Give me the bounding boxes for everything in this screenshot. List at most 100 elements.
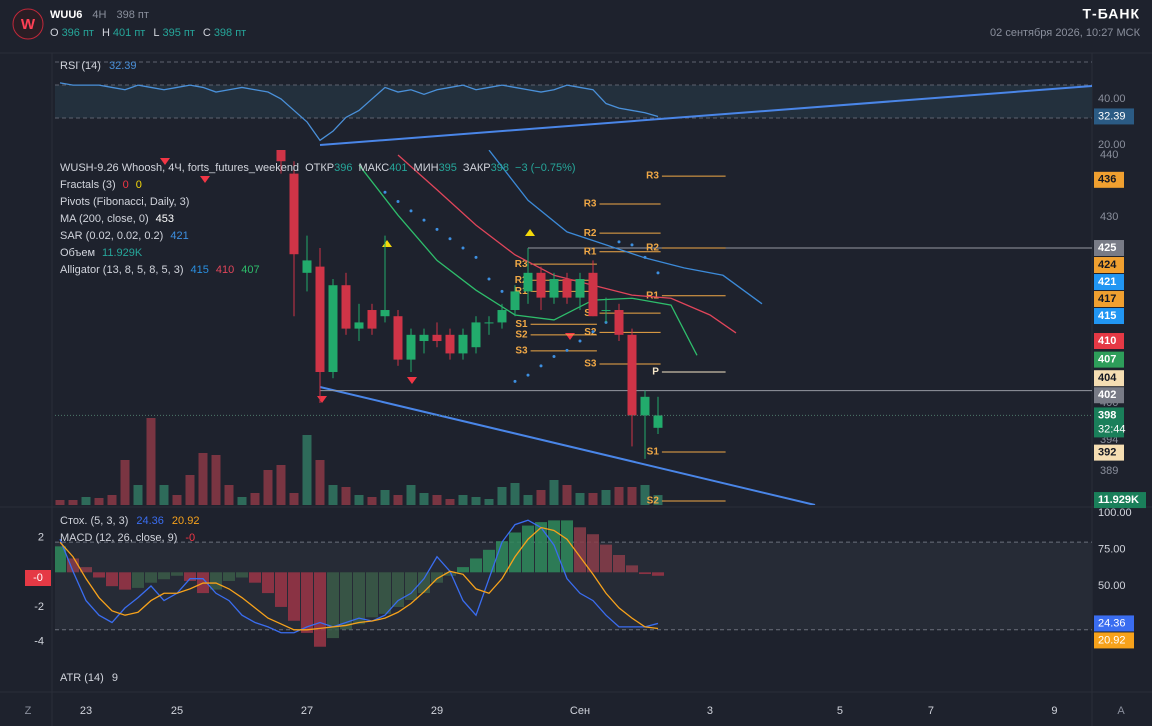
macd-bar: [470, 558, 483, 573]
volume-bar: [588, 493, 598, 505]
logo[interactable]: [12, 8, 44, 40]
volume-bar: [172, 495, 182, 505]
macd-bar: [275, 572, 288, 607]
volume-bar: [393, 495, 403, 505]
macd-bar: [586, 534, 599, 573]
corner-button[interactable]: A: [1117, 705, 1125, 717]
sar-dot: [448, 237, 452, 241]
ohlc-line: O 396 пт H 401 пт L 395 пт C 398 пт: [50, 27, 246, 39]
ohlc-label: H: [102, 27, 110, 39]
indicator-name: Pivots (Fibonacci, Daily, 3): [60, 196, 189, 208]
candle-body: [328, 285, 338, 373]
price-badge: [1094, 274, 1124, 291]
indicator-value: 407: [241, 264, 259, 276]
candle-body: [588, 272, 598, 317]
volume-bar: [185, 475, 195, 505]
volume-bar: [328, 485, 338, 505]
ohlc-label: O: [50, 27, 59, 39]
indicator-row: SAR (0.02, 0.02, 0.2) 421: [60, 230, 189, 242]
pivot-label: R3: [584, 199, 597, 210]
ohlc-label: C: [203, 27, 211, 39]
volume-bar: [406, 485, 416, 505]
macd-tick-label: -2: [34, 601, 44, 613]
volume-bar: [224, 485, 234, 505]
volume-bar: [315, 460, 325, 505]
ohlc-label: L: [153, 27, 159, 39]
macd-bar: [431, 572, 444, 583]
volume-bar: [601, 490, 611, 505]
indicator-value: 0: [123, 179, 129, 191]
volume-bar: [81, 497, 91, 505]
indicator-name: SAR (0.02, 0.02, 0.2): [60, 230, 163, 242]
volume-bar: [55, 500, 65, 505]
pivot-label: R1: [646, 290, 659, 301]
indicator-name: Объем: [60, 247, 95, 259]
volume-bar: [211, 455, 221, 505]
field-value: 398: [491, 162, 509, 174]
macd-name: MACD (12, 26, close, 9): [60, 532, 177, 544]
candle-body: [497, 310, 507, 323]
x-tick-label: 3: [707, 705, 713, 717]
macd-bar: [522, 525, 535, 573]
sar-dot: [409, 209, 413, 213]
price-badge-label: 436: [1098, 174, 1116, 186]
macd-bar: [184, 572, 197, 581]
macd-bar: [612, 555, 625, 573]
interval[interactable]: 4H: [92, 9, 106, 21]
candle-body: [549, 279, 559, 298]
volume-bar: [133, 485, 143, 505]
stoch-d-value: 20.92: [172, 515, 200, 527]
volume-bar: [575, 493, 585, 505]
sar-dot: [578, 339, 582, 343]
candle-body: [354, 322, 364, 329]
volume-bar: [484, 499, 494, 505]
sar-dot: [617, 240, 621, 244]
volume-bar: [614, 487, 624, 505]
macd-bar: [509, 532, 522, 573]
pivot-label: R2: [515, 275, 528, 286]
volume-bar: [445, 499, 455, 505]
sar-dot: [565, 348, 569, 352]
volume-bar: [120, 460, 130, 505]
x-tick-label: 5: [837, 705, 843, 717]
volume-bar: [419, 493, 429, 505]
indicator-value: 410: [216, 264, 234, 276]
indicator-row: Объем 11.929K: [60, 247, 143, 259]
brand: Т-БАНК: [1082, 6, 1140, 22]
price-tick-label: 440: [1100, 149, 1118, 161]
price-badge: [1094, 387, 1124, 404]
macd-bar: [158, 572, 171, 580]
pivot-label: S2: [584, 327, 597, 338]
symbol[interactable]: WUU6: [50, 9, 82, 21]
candle-body: [484, 322, 494, 324]
field-value: 396: [334, 162, 352, 174]
pivot-label: S2: [647, 496, 660, 507]
sar-dot: [500, 289, 504, 293]
indicator-name: Fractals (3): [60, 179, 116, 191]
rsi-line: [59, 82, 659, 142]
rsi-tick-label: 40.00: [1098, 93, 1126, 105]
candle-body: [393, 316, 403, 360]
macd-bar: [392, 572, 405, 607]
stoch-legend: Стох. (5, 3, 3) 24.36 20.92: [60, 515, 199, 527]
legend-title: WUSH-9.26 Whoosh, 4Ч, forts_futures_week…: [60, 162, 299, 174]
pivot-label: P: [652, 367, 659, 378]
x-tick-label: Сен: [570, 705, 590, 717]
macd-bar: [249, 572, 262, 583]
rsi-badge: [1094, 108, 1134, 125]
indicator-value: 11.929K: [102, 247, 143, 259]
trendline[interactable]: [319, 85, 1093, 146]
corner-button[interactable]: Z: [25, 705, 32, 717]
price-badge: [1094, 171, 1124, 188]
trendline[interactable]: [319, 386, 816, 505]
oscillator-plot: [55, 519, 1092, 647]
legend-line: WUSH-9.26 Whoosh, 4Ч, forts_futures_week…: [60, 162, 576, 174]
sar-dot: [474, 255, 478, 259]
sar-dot: [643, 255, 647, 259]
rsi-badge-label: 32.39: [1098, 110, 1126, 122]
volume-badge-label: 11.929K: [1098, 494, 1139, 506]
sar-dot: [513, 379, 517, 383]
macd-bar: [262, 572, 275, 594]
candle-body: [341, 285, 351, 329]
macd-bar: [236, 572, 249, 578]
